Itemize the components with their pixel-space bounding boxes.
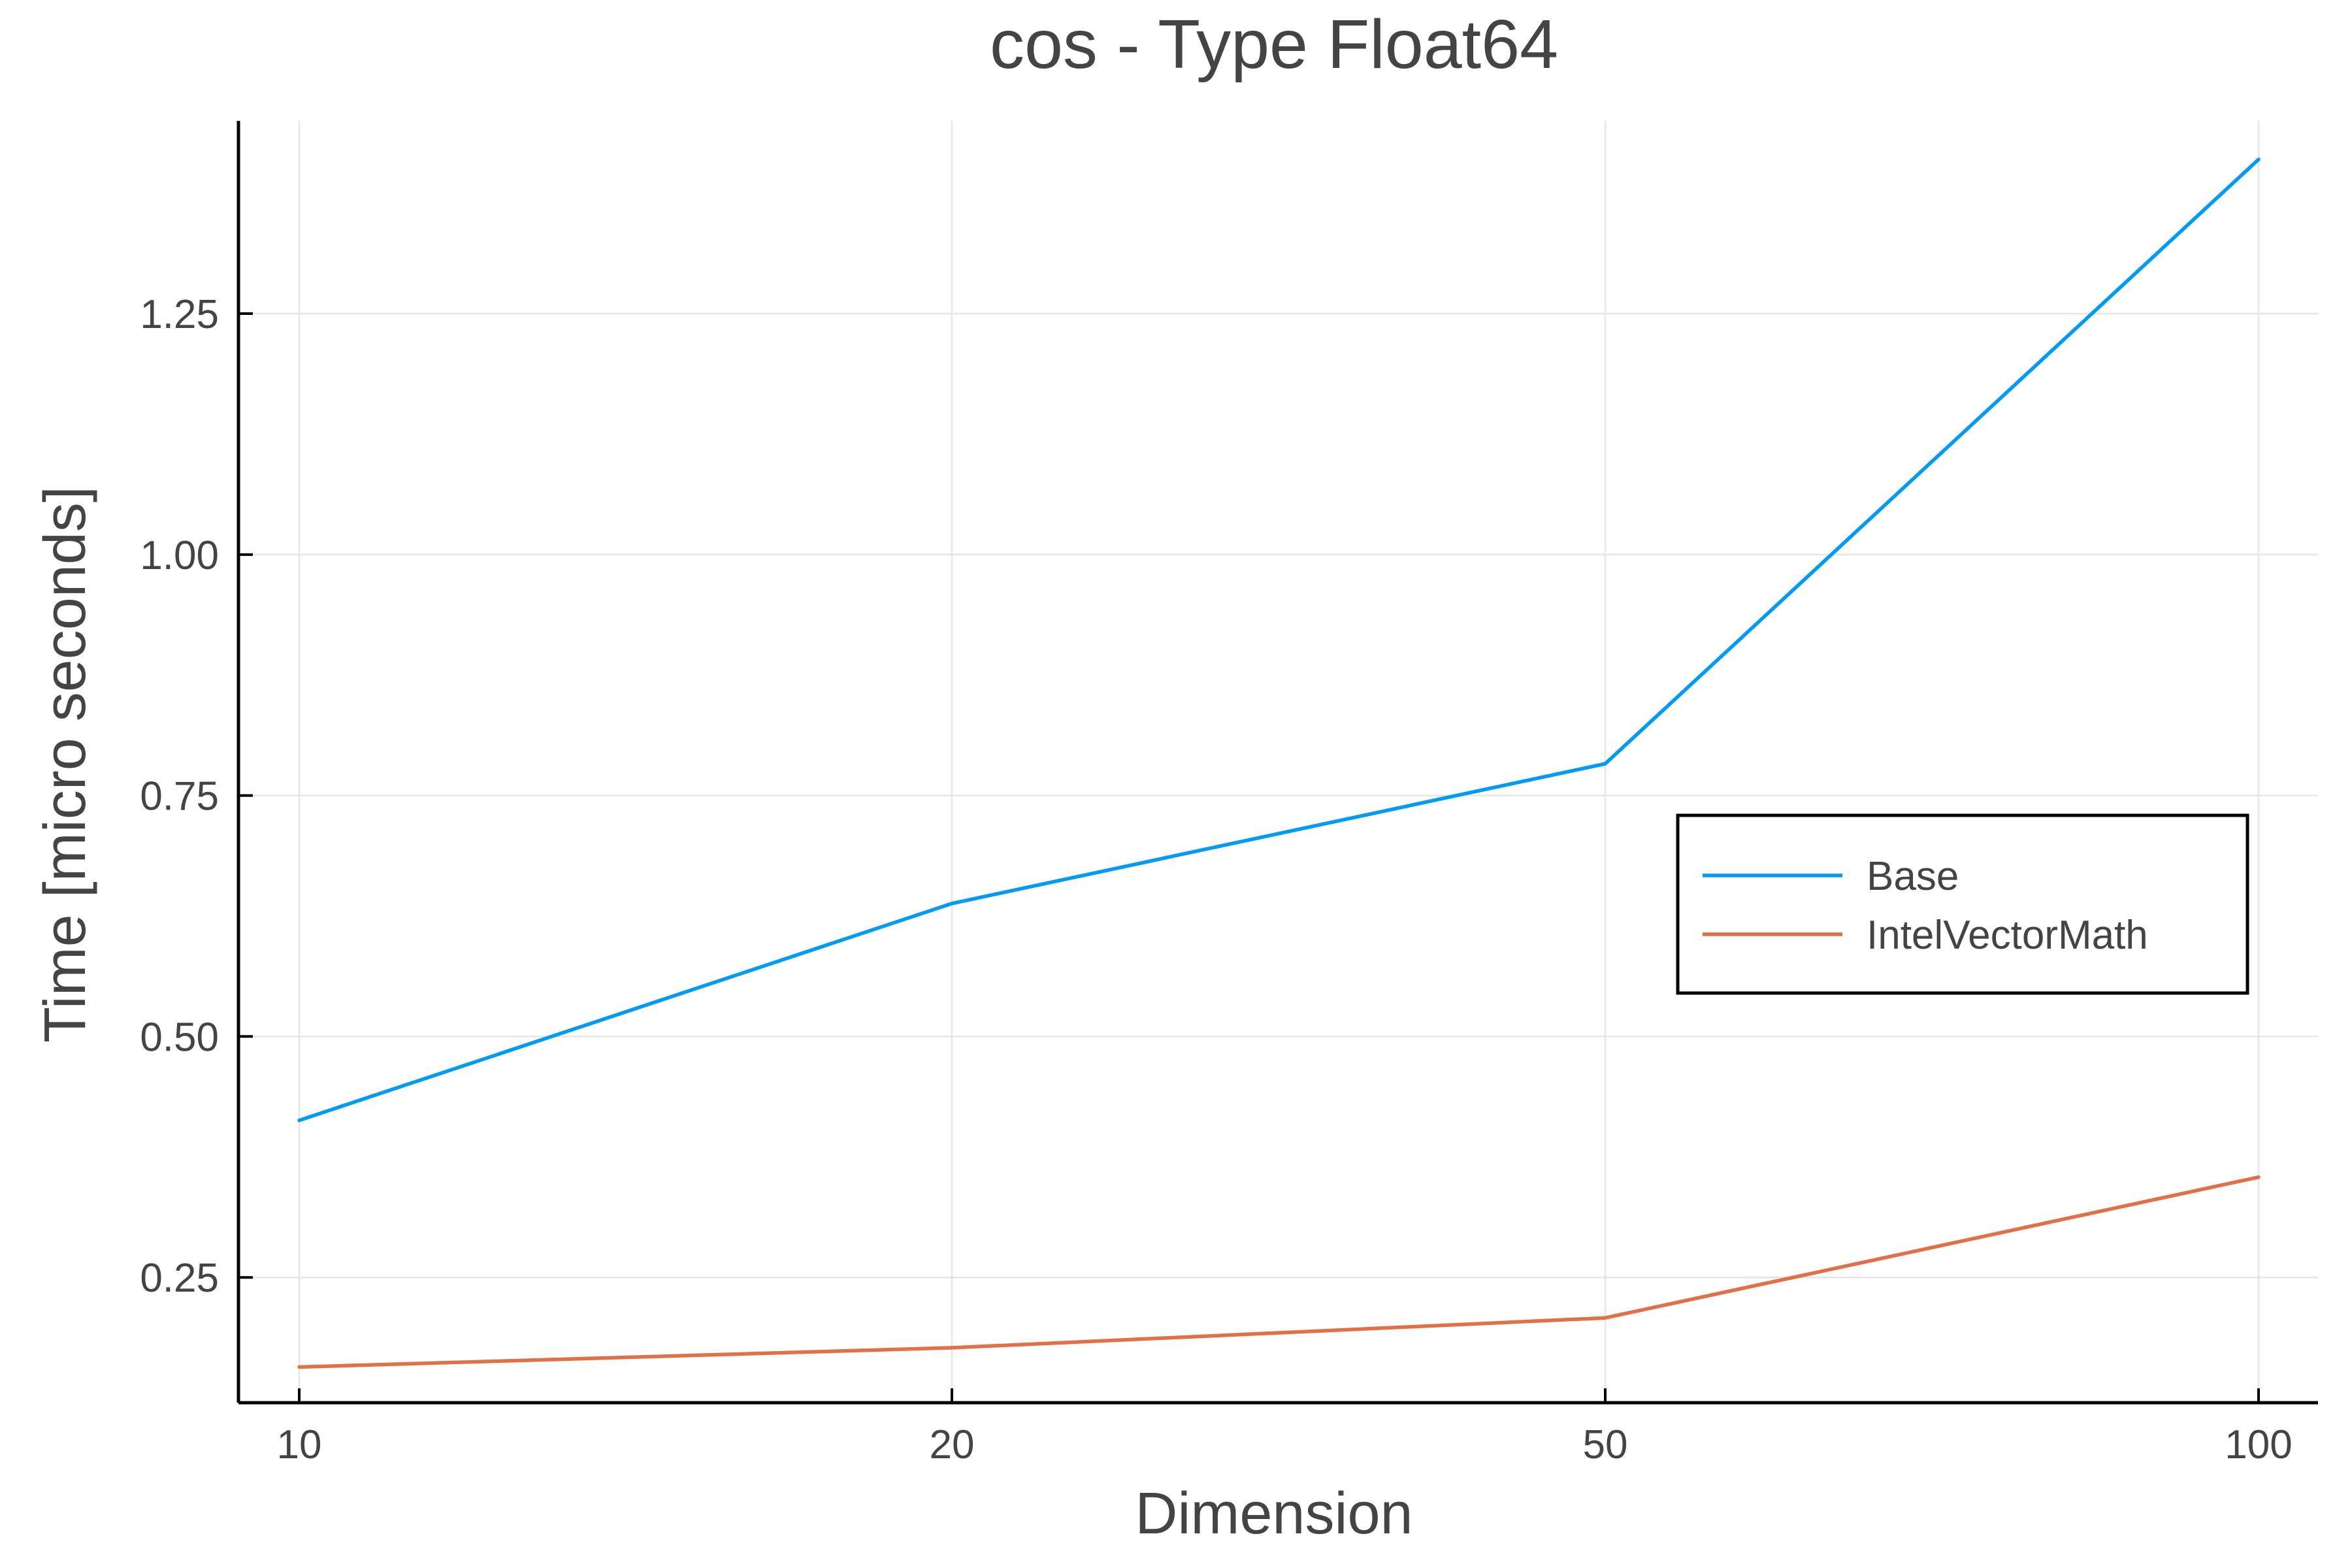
plot-series bbox=[297, 157, 2261, 1369]
series-line-base bbox=[297, 157, 2261, 1122]
y-tick-label: 0.25 bbox=[140, 1256, 219, 1301]
x-tick-label: 10 bbox=[277, 1422, 322, 1467]
x-axis-label: Dimension bbox=[1135, 1481, 1413, 1546]
y-tick-label: 1.00 bbox=[140, 533, 219, 578]
x-tick-label: 50 bbox=[1583, 1422, 1628, 1467]
axes bbox=[237, 121, 2318, 1405]
y-tick-label: 1.25 bbox=[140, 292, 219, 337]
y-tick-label: 0.50 bbox=[140, 1015, 219, 1060]
legend-label: IntelVectorMath bbox=[1867, 913, 2148, 958]
grid-lines bbox=[238, 121, 2318, 1403]
y-axis-label: Time [micro seconds] bbox=[33, 486, 98, 1043]
tick-labels: 10 20 50 100 0.25 0.50 0.75 1.00 1.25 bbox=[140, 292, 2292, 1467]
legend-box bbox=[1676, 813, 2249, 995]
x-tick-label: 100 bbox=[2225, 1422, 2292, 1467]
legend-label: Base bbox=[1867, 854, 1959, 899]
series-line-intelvectormath bbox=[297, 1175, 2261, 1369]
legend: Base IntelVectorMath bbox=[1676, 813, 2249, 995]
chart-title: cos - Type Float64 bbox=[990, 6, 1558, 83]
x-tick-label: 20 bbox=[930, 1422, 975, 1467]
y-tick-label: 0.75 bbox=[140, 774, 219, 819]
